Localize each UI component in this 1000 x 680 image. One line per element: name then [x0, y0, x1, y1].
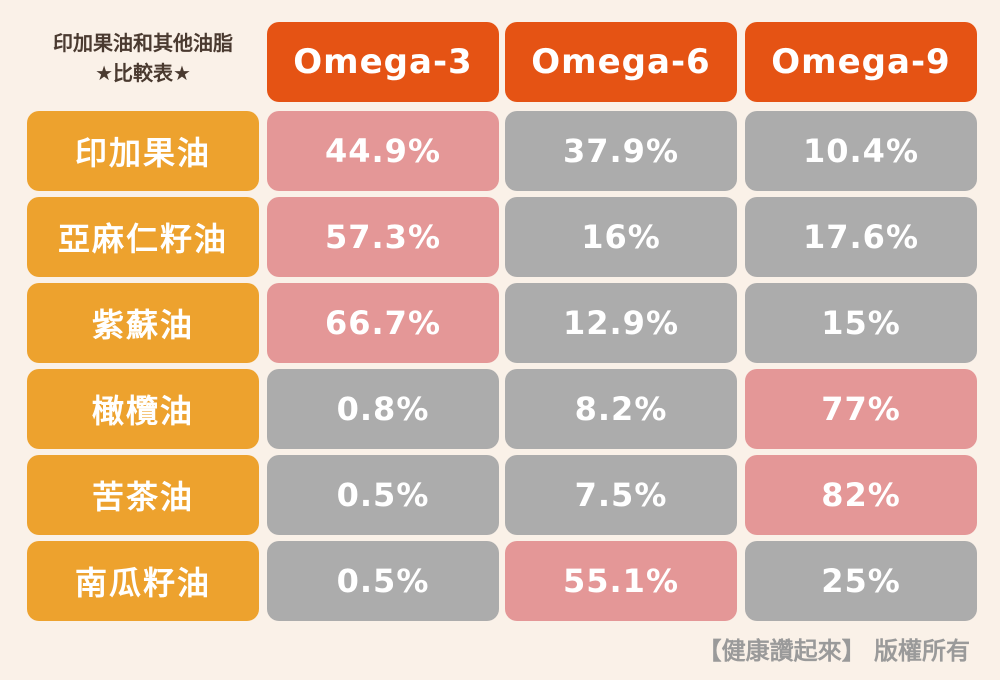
table-title-line-2: ★比較表★ [95, 61, 191, 85]
value-cell: 55.1% [505, 541, 737, 621]
value-cell: 44.9% [267, 111, 499, 191]
value-cell: 0.5% [267, 455, 499, 535]
value-cell: 0.5% [267, 541, 499, 621]
value-cell: 25% [745, 541, 977, 621]
value-cell: 82% [745, 455, 977, 535]
table-title: 印加果油和其他油脂 ★比較表★ [18, 28, 268, 88]
column-header-omega-6: Omega-6 [505, 22, 737, 102]
value-cell: 37.9% [505, 111, 737, 191]
value-cell: 17.6% [745, 197, 977, 277]
value-cell: 66.7% [267, 283, 499, 363]
row-header: 南瓜籽油 [27, 541, 259, 621]
value-cell: 8.2% [505, 369, 737, 449]
value-cell: 0.8% [267, 369, 499, 449]
copyright-footer: 【健康讚起來】 版權所有 [697, 637, 970, 665]
value-cell: 57.3% [267, 197, 499, 277]
value-cell: 15% [745, 283, 977, 363]
value-cell: 77% [745, 369, 977, 449]
row-header: 亞麻仁籽油 [27, 197, 259, 277]
row-header: 紫蘇油 [27, 283, 259, 363]
value-cell: 7.5% [505, 455, 737, 535]
row-header: 苦茶油 [27, 455, 259, 535]
column-header-omega-3: Omega-3 [267, 22, 499, 102]
value-cell: 16% [505, 197, 737, 277]
table-title-line-1: 印加果油和其他油脂 [53, 31, 233, 55]
row-header: 印加果油 [27, 111, 259, 191]
row-header: 橄欖油 [27, 369, 259, 449]
value-cell: 10.4% [745, 111, 977, 191]
value-cell: 12.9% [505, 283, 737, 363]
column-header-omega-9: Omega-9 [745, 22, 977, 102]
